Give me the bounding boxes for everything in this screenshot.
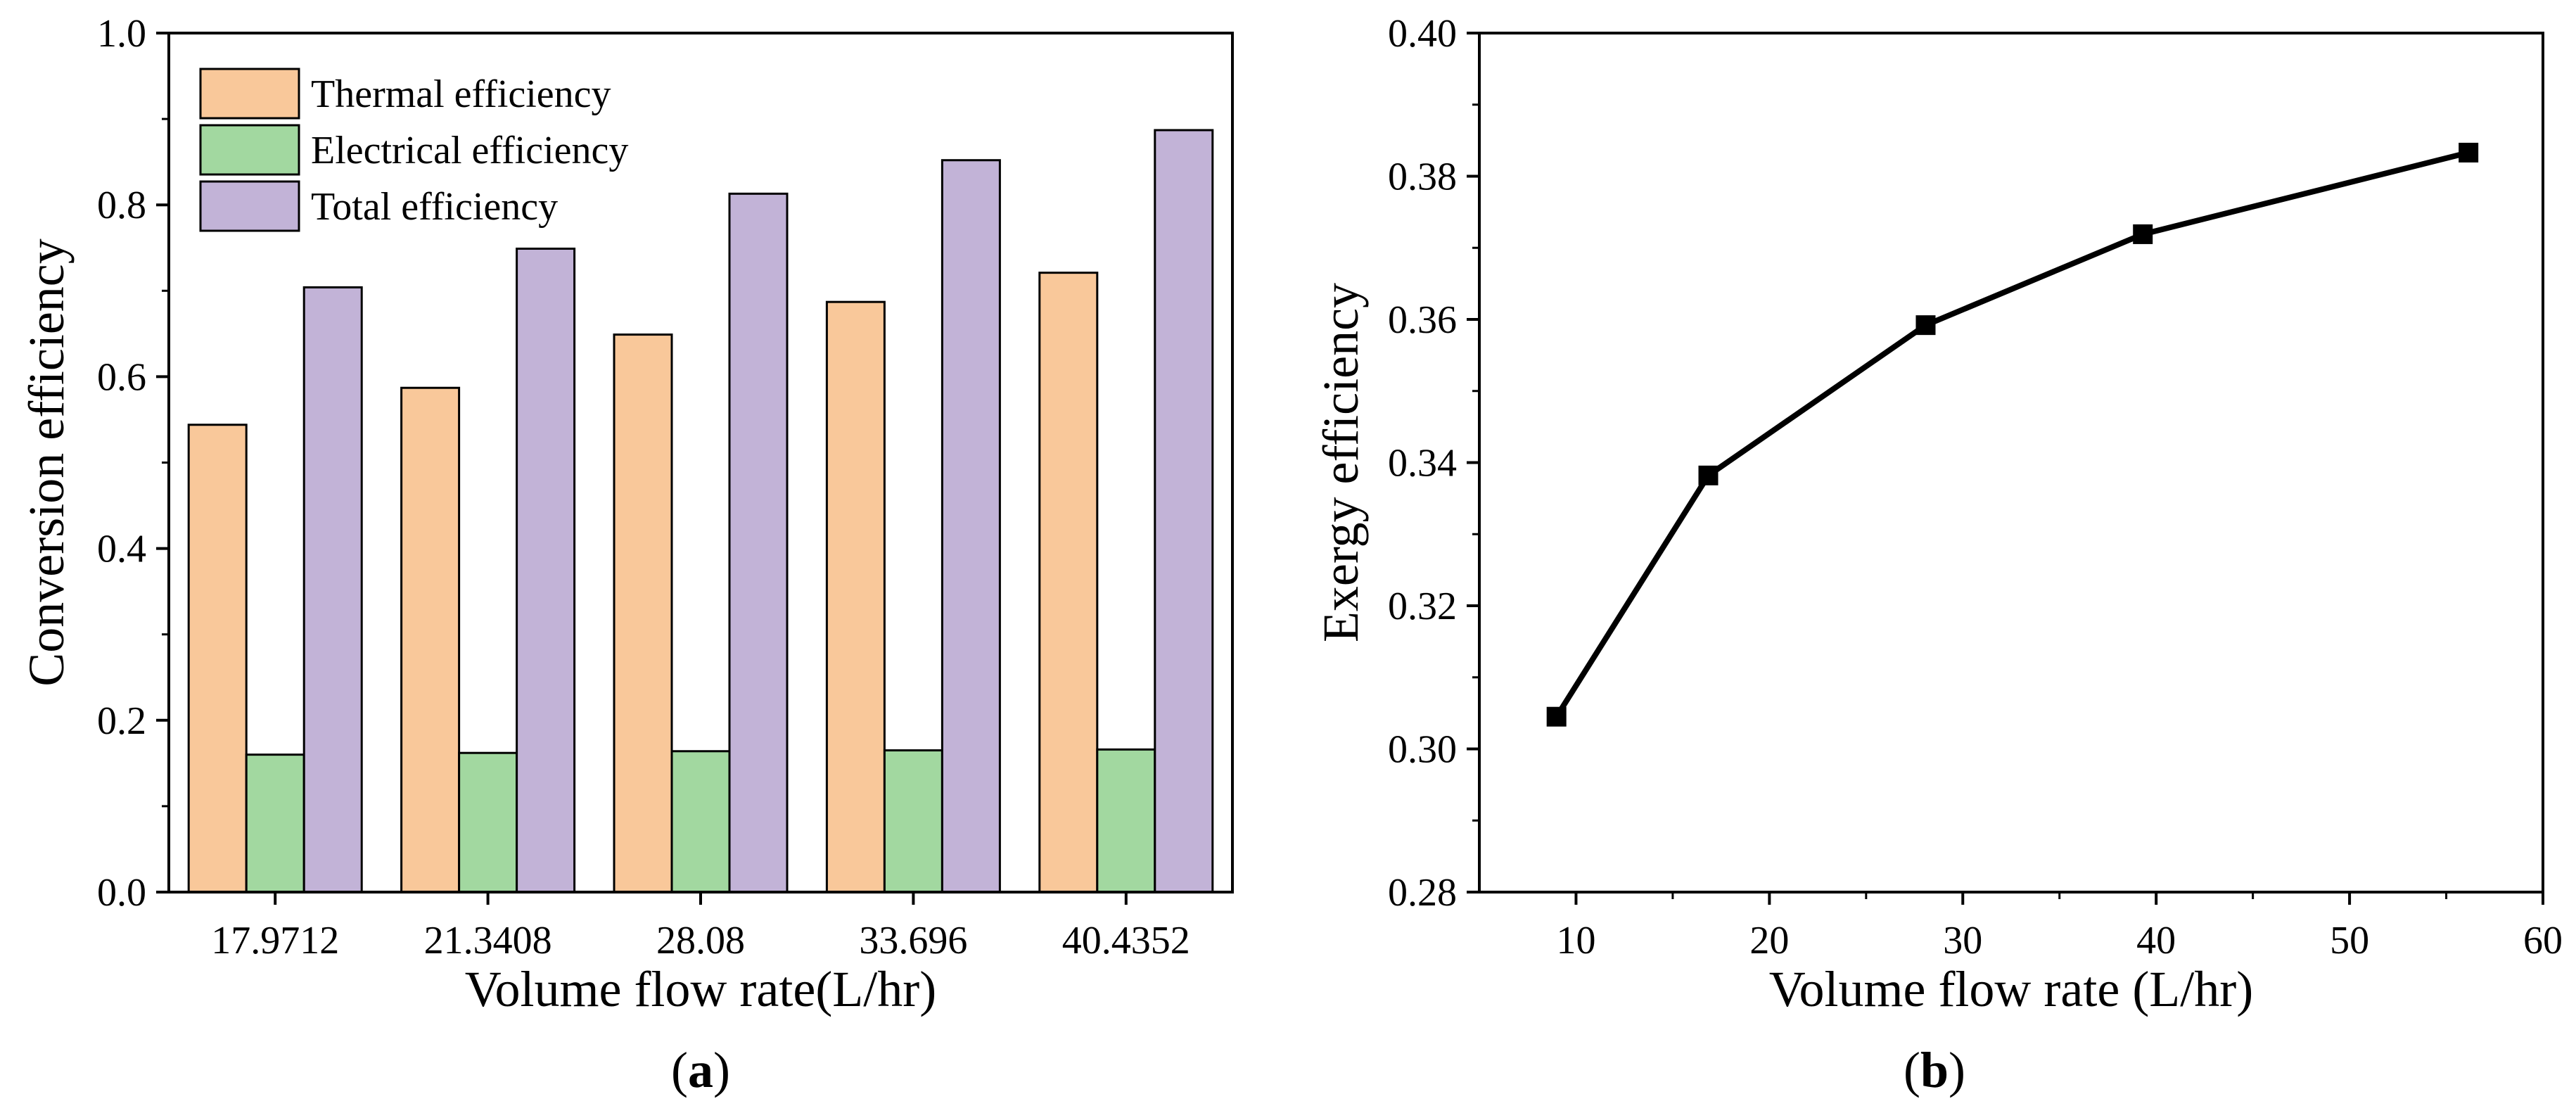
y-tick-label: 0.6	[97, 355, 146, 399]
bar-total-efficiency	[1154, 129, 1214, 893]
data-point-marker	[1698, 465, 1719, 485]
x-tick-label: 40	[2136, 919, 2176, 962]
y-tick-label: 0.30	[1388, 728, 1457, 772]
x-tick-label: 21.3408	[424, 919, 552, 962]
legend-swatch	[199, 68, 300, 120]
bar-electrical-efficiency	[883, 749, 943, 893]
x-axis-title: Volume flow rate(L/hr)	[465, 961, 936, 1017]
y-tick-label: 0.4	[97, 528, 146, 571]
x-tick-label: 40.4352	[1062, 919, 1190, 962]
bar-thermal-efficiency	[825, 300, 886, 893]
y-tick-label: 0.0	[97, 871, 146, 915]
bar-total-efficiency	[728, 192, 789, 893]
bar-total-efficiency	[516, 247, 576, 893]
data-point-marker	[2133, 224, 2153, 244]
y-axis-title: Exergy efficiency	[1313, 283, 1369, 642]
data-point-marker	[1915, 315, 1936, 336]
x-tick-label: 17.9712	[211, 919, 339, 962]
y-tick-label: 0.28	[1388, 871, 1457, 915]
bar-thermal-efficiency	[1038, 272, 1099, 893]
y-tick-label: 0.38	[1388, 155, 1457, 199]
legend-swatch	[199, 124, 300, 176]
x-tick-label: 10	[1556, 919, 1595, 962]
x-tick-label: 60	[2523, 919, 2563, 962]
bar-total-efficiency	[302, 286, 363, 893]
bar-total-efficiency	[941, 159, 1001, 893]
panel-b-line-chart: 0.28 0.30 0.32 0.34 0.36 0.38 0.40 10 20 30 40 50 60…	[1313, 12, 2563, 1098]
x-tick-label: 20	[1749, 919, 1789, 962]
y-tick-label: 0.34	[1388, 442, 1457, 485]
bar-electrical-efficiency	[1096, 748, 1156, 893]
x-tick-label: 28.08	[656, 919, 745, 962]
x-tick-label: 30	[1943, 919, 1982, 962]
x-axis-title: Volume flow rate (L/hr)	[1769, 961, 2253, 1017]
y-axis-title: Conversion efficiency	[18, 238, 75, 686]
legend-swatch	[199, 180, 300, 232]
y-tick-label: 0.2	[97, 699, 146, 743]
plot-frame	[1478, 32, 2544, 893]
bar-electrical-efficiency	[458, 751, 518, 893]
panel-b-label: (b)	[1904, 1042, 1965, 1098]
data-point-marker	[2459, 142, 2479, 163]
data-point-marker	[1546, 706, 1567, 727]
legend-label: Electrical efficiency	[311, 129, 628, 172]
x-tick-label: 50	[2330, 919, 2369, 962]
y-tick-label: 0.32	[1388, 585, 1457, 628]
y-tick-label: 0.36	[1388, 298, 1457, 342]
series-line	[1554, 150, 2470, 718]
bar-electrical-efficiency	[245, 753, 305, 893]
bar-thermal-efficiency	[613, 333, 673, 893]
y-tick-label: 0.8	[97, 184, 146, 227]
bar-thermal-efficiency	[400, 386, 461, 893]
bar-electrical-efficiency	[670, 750, 731, 893]
panel-a-label: (a)	[671, 1042, 730, 1098]
legend-label: Thermal efficiency	[311, 72, 611, 116]
y-tick-label: 0.40	[1388, 12, 1457, 56]
x-tick-label: 33.696	[859, 919, 967, 962]
panel-a-bar-chart: 0.0 0.2 0.4 0.6 0.8 1.0 17.9712 21.3408 28.08 33.…	[18, 12, 1234, 1098]
bar-thermal-efficiency	[187, 424, 248, 893]
y-tick-label: 1.0	[97, 12, 146, 56]
legend-label: Total efficiency	[311, 185, 558, 229]
